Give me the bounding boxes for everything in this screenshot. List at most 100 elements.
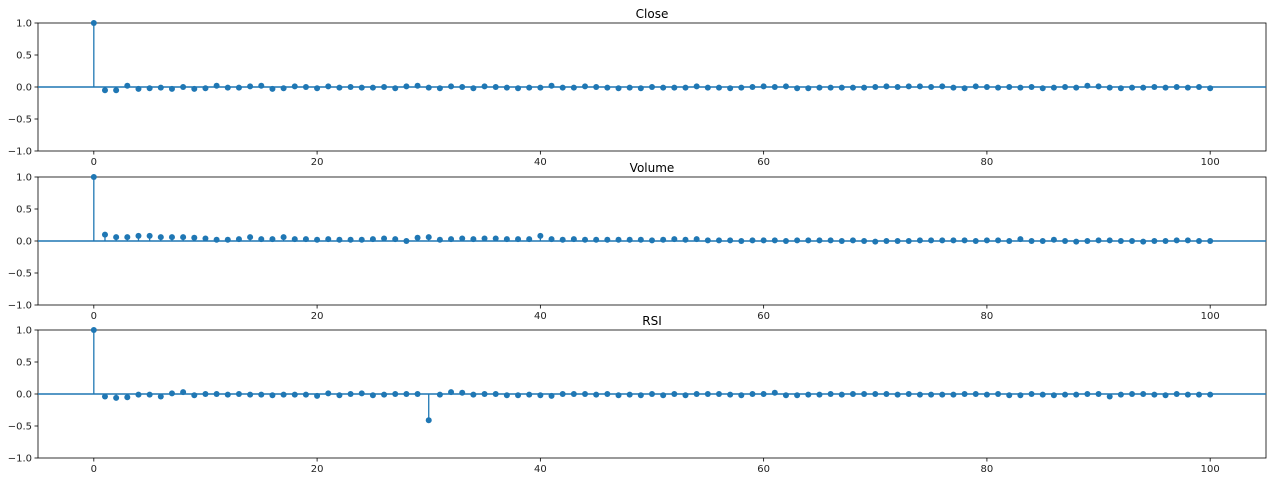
volume-point bbox=[1084, 238, 1091, 244]
rsi-y-tick-label: 0.0 bbox=[16, 390, 32, 401]
volume-point bbox=[459, 235, 466, 242]
close-point bbox=[425, 84, 432, 91]
close-point bbox=[637, 85, 644, 92]
volume-point bbox=[1073, 238, 1080, 245]
rsi-point bbox=[548, 392, 555, 399]
rsi-point bbox=[537, 392, 544, 399]
volume-x-tick-label: 80 bbox=[981, 311, 994, 322]
rsi-point bbox=[436, 391, 443, 398]
close-y-ticks: −1.0 −0.5 0.0 0.5 1.0 bbox=[8, 19, 38, 158]
close-point bbox=[760, 83, 767, 90]
close-point bbox=[559, 84, 566, 91]
volume-point bbox=[358, 236, 365, 243]
rsi-point bbox=[1062, 391, 1069, 398]
close-point bbox=[916, 83, 923, 90]
volume-point bbox=[135, 232, 142, 239]
close-point bbox=[715, 84, 722, 91]
rsi-point bbox=[336, 392, 343, 399]
close-point bbox=[191, 85, 198, 92]
close-point bbox=[1117, 85, 1124, 92]
rsi-point bbox=[448, 389, 455, 396]
rsi-point bbox=[883, 391, 890, 397]
close-x-tick-label: 20 bbox=[311, 157, 324, 168]
close-point bbox=[381, 84, 388, 90]
volume-point bbox=[224, 236, 231, 243]
rsi-point bbox=[135, 391, 142, 398]
close-point bbox=[983, 84, 990, 90]
rsi-point bbox=[113, 394, 120, 401]
volume-point bbox=[503, 236, 510, 243]
volume-point bbox=[582, 236, 589, 243]
rsi-point bbox=[1006, 392, 1013, 399]
close-point bbox=[1073, 84, 1080, 91]
rsi-y-ticks: −1.0 −0.5 0.0 0.5 1.0 bbox=[8, 326, 38, 465]
close-point bbox=[180, 84, 187, 90]
close-point bbox=[1151, 84, 1158, 90]
close-point bbox=[414, 82, 421, 89]
close-point bbox=[671, 84, 678, 91]
volume-point bbox=[671, 236, 678, 243]
rsi-point bbox=[794, 392, 801, 399]
volume-point bbox=[168, 234, 175, 241]
volume-y-tick-label: 0.5 bbox=[16, 205, 32, 216]
volume-point bbox=[760, 237, 767, 244]
rsi-point bbox=[905, 391, 912, 397]
rsi-point bbox=[816, 391, 823, 398]
close-point bbox=[827, 84, 834, 91]
volume-point bbox=[615, 236, 622, 243]
rsi-point bbox=[414, 391, 421, 397]
rsi-x-tick-label: 60 bbox=[757, 464, 770, 475]
volume-point bbox=[1050, 236, 1057, 243]
volume-point bbox=[928, 237, 935, 244]
close-point bbox=[816, 84, 823, 91]
close-point bbox=[1129, 84, 1136, 91]
rsi-point bbox=[470, 391, 477, 398]
volume-point bbox=[381, 235, 388, 242]
close-point bbox=[526, 84, 533, 91]
close-point bbox=[515, 85, 522, 92]
volume-point bbox=[526, 236, 533, 243]
rsi-point bbox=[593, 391, 600, 398]
volume-point bbox=[771, 237, 778, 244]
volume-point bbox=[90, 174, 97, 180]
close-point bbox=[280, 85, 287, 92]
rsi-point bbox=[872, 391, 879, 397]
volume-point bbox=[481, 235, 488, 242]
rsi-point bbox=[90, 327, 97, 333]
rsi-point bbox=[615, 392, 622, 399]
volume-point bbox=[425, 234, 432, 241]
close-panel: Close −1.0 −0.5 0.0 0.5 1.0 0 20 40 60 80 100 bbox=[8, 7, 1267, 168]
rsi-point bbox=[258, 391, 265, 398]
volume-point bbox=[1173, 237, 1180, 244]
volume-point bbox=[693, 236, 700, 243]
rsi-point bbox=[961, 391, 968, 397]
volume-point bbox=[782, 238, 789, 244]
volume-point bbox=[570, 236, 577, 243]
volume-point bbox=[749, 237, 756, 244]
close-point bbox=[805, 85, 812, 92]
close-point bbox=[470, 85, 477, 92]
close-x-tick-label: 0 bbox=[91, 157, 97, 168]
close-x-tick-label: 80 bbox=[981, 157, 994, 168]
volume-point bbox=[414, 234, 421, 241]
volume-point bbox=[649, 237, 655, 244]
rsi-point bbox=[582, 391, 589, 397]
rsi-point bbox=[1039, 391, 1046, 398]
volume-point bbox=[727, 237, 734, 244]
volume-point bbox=[280, 234, 287, 241]
close-point bbox=[950, 84, 957, 91]
rsi-point bbox=[213, 391, 220, 397]
rsi-y-tick-label: 1.0 bbox=[16, 326, 32, 337]
rsi-point bbox=[649, 391, 655, 397]
volume-point bbox=[314, 236, 321, 243]
close-point bbox=[1207, 85, 1214, 92]
rsi-point bbox=[626, 391, 633, 398]
close-point bbox=[782, 83, 789, 90]
close-point bbox=[849, 84, 856, 91]
volume-point bbox=[883, 238, 890, 244]
volume-point bbox=[1106, 237, 1113, 244]
close-point bbox=[269, 85, 276, 92]
rsi-point bbox=[738, 392, 745, 399]
volume-point bbox=[827, 237, 834, 244]
volume-point bbox=[124, 234, 131, 241]
